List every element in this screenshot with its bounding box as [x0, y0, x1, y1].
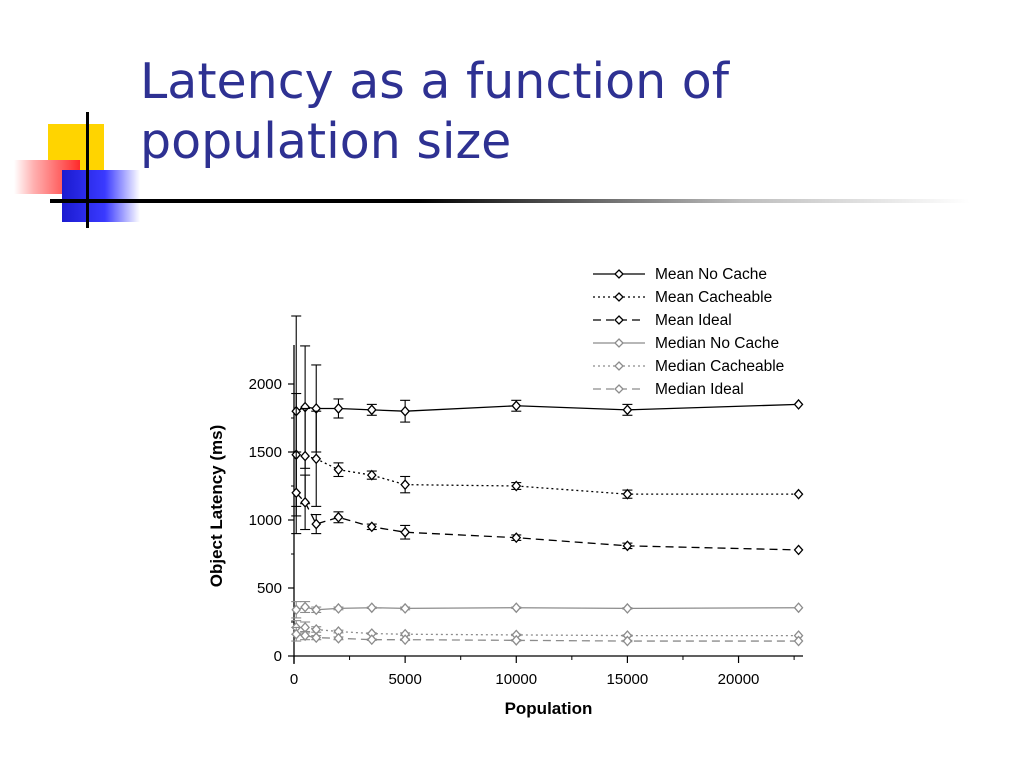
- data-point-marker: [622, 488, 633, 500]
- data-point-marker: [622, 602, 633, 614]
- legend-item: Median Cacheable: [593, 358, 784, 375]
- data-point-marker: [511, 400, 522, 412]
- x-tick-label: 20000: [718, 671, 760, 688]
- legend-item: Mean Ideal: [593, 312, 732, 329]
- data-point-marker: [622, 635, 633, 647]
- data-point-marker: [300, 496, 310, 508]
- data-point-marker: [366, 521, 377, 533]
- legend-item: Mean Cacheable: [593, 289, 772, 306]
- legend-marker: [614, 315, 624, 325]
- data-point-marker: [366, 404, 377, 416]
- decor-vertical-line: [86, 112, 89, 228]
- data-point-marker: [400, 634, 411, 646]
- data-point-marker: [366, 634, 377, 646]
- data-point-marker: [400, 602, 411, 614]
- data-point-marker: [311, 453, 322, 465]
- data-point-marker: [511, 602, 522, 614]
- legend-marker: [614, 292, 624, 302]
- y-tick-label: 1000: [249, 512, 282, 529]
- data-point-marker: [311, 632, 322, 644]
- data-point-marker: [300, 601, 310, 613]
- slide-title: Latency as a function of population size: [140, 52, 1000, 172]
- data-point-marker: [400, 479, 411, 491]
- data-point-marker: [366, 469, 377, 481]
- data-point-marker: [366, 602, 377, 614]
- data-point-marker: [300, 450, 310, 462]
- legend-item: Median Ideal: [593, 381, 744, 398]
- data-point-marker: [300, 630, 310, 642]
- data-point-marker: [622, 404, 633, 416]
- data-point-marker: [622, 540, 633, 552]
- series-mean-ideal: [291, 451, 804, 556]
- data-point-marker: [793, 602, 804, 614]
- data-point-marker: [793, 398, 804, 410]
- data-point-marker: [400, 405, 411, 417]
- slide-title-line-2: population size: [140, 113, 512, 170]
- series-median-no-cache: [291, 601, 804, 619]
- data-point-marker: [311, 604, 322, 616]
- data-point-marker: [333, 511, 344, 523]
- legend-item: Median No Cache: [593, 335, 779, 352]
- y-tick-label: 500: [257, 580, 282, 597]
- y-tick-label: 1500: [249, 444, 282, 461]
- data-point-marker: [793, 635, 804, 647]
- series-median-cacheable: [291, 620, 804, 642]
- data-point-marker: [291, 628, 302, 640]
- legend-label: Median Cacheable: [655, 358, 784, 375]
- series-mean-cacheable: [291, 392, 804, 517]
- x-tick-label: 15000: [607, 671, 649, 688]
- series-line: [295, 492, 799, 551]
- y-tick-label: 2000: [249, 376, 282, 393]
- slide-title-line-1: Latency as a function of: [140, 53, 729, 110]
- legend-label: Mean Cacheable: [655, 289, 772, 306]
- data-point-marker: [793, 544, 804, 556]
- data-point-marker: [511, 634, 522, 646]
- data-point-marker: [291, 487, 302, 499]
- data-point-marker: [333, 464, 344, 476]
- legend-label: Median Ideal: [655, 381, 744, 398]
- legend-marker: [614, 384, 624, 394]
- data-point-marker: [400, 526, 411, 538]
- title-underline-rule: [50, 199, 970, 203]
- data-point-marker: [511, 532, 522, 544]
- legend-marker: [614, 338, 624, 348]
- legend-label: Median No Cache: [655, 335, 779, 352]
- legend-label: Mean No Cache: [655, 266, 767, 283]
- decor-blue-square: [62, 170, 140, 222]
- legend-marker: [614, 269, 624, 279]
- y-axis-label: Object Latency (ms): [207, 425, 226, 588]
- legend-item: Mean No Cache: [593, 266, 767, 283]
- x-tick-label: 5000: [388, 671, 421, 688]
- data-point-marker: [333, 602, 344, 614]
- legend-label: Mean Ideal: [655, 312, 732, 329]
- x-tick-label: 0: [290, 671, 298, 688]
- data-point-marker: [793, 488, 804, 500]
- series-median-ideal: [291, 626, 804, 647]
- data-point-marker: [311, 518, 322, 530]
- y-tick-label: 0: [274, 648, 282, 665]
- data-point-marker: [511, 480, 522, 492]
- x-tick-label: 10000: [495, 671, 537, 688]
- data-point-marker: [291, 604, 302, 616]
- data-point-marker: [333, 632, 344, 644]
- legend-marker: [614, 361, 624, 371]
- x-axis-label: Population: [505, 699, 593, 718]
- data-point-marker: [333, 403, 344, 414]
